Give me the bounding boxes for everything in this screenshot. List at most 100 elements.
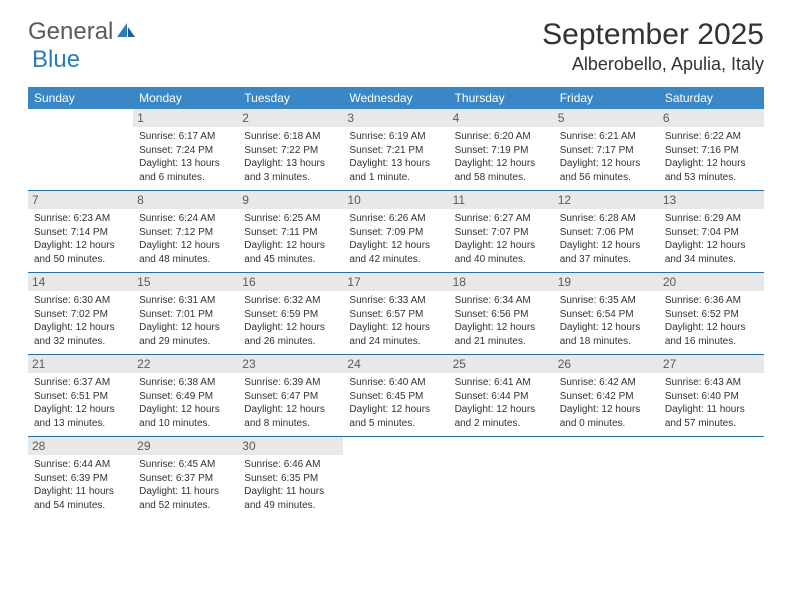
day-info: Sunrise: 6:29 AMSunset: 7:04 PMDaylight:… — [663, 212, 760, 266]
day-cell: 10 Sunrise: 6:26 AMSunset: 7:09 PMDayligh… — [343, 191, 448, 272]
day-number: 3 — [343, 109, 448, 127]
logo-text: General Blue — [28, 18, 137, 74]
dow-cell: Monday — [133, 87, 238, 109]
empty-cell — [28, 109, 133, 190]
empty-cell — [343, 437, 448, 518]
day-info: Sunrise: 6:33 AMSunset: 6:57 PMDaylight:… — [347, 294, 444, 348]
day-info: Sunrise: 6:28 AMSunset: 7:06 PMDaylight:… — [558, 212, 655, 266]
day-info: Sunrise: 6:32 AMSunset: 6:59 PMDaylight:… — [242, 294, 339, 348]
dow-cell: Saturday — [659, 87, 764, 109]
day-cell: 18 Sunrise: 6:34 AMSunset: 6:56 PMDayligh… — [449, 273, 554, 354]
day-info: Sunrise: 6:31 AMSunset: 7:01 PMDaylight:… — [137, 294, 234, 348]
day-number: 19 — [554, 273, 659, 291]
day-number: 13 — [659, 191, 764, 209]
day-cell: 15 Sunrise: 6:31 AMSunset: 7:01 PMDayligh… — [133, 273, 238, 354]
logo-sail-icon — [115, 21, 137, 44]
day-cell: 17 Sunrise: 6:33 AMSunset: 6:57 PMDayligh… — [343, 273, 448, 354]
day-number: 25 — [449, 355, 554, 373]
logo-text-general: General — [28, 18, 113, 45]
week-row: 21 Sunrise: 6:37 AMSunset: 6:51 PMDayligh… — [28, 355, 764, 437]
empty-cell — [449, 437, 554, 518]
location: Alberobello, Apulia, Italy — [542, 54, 764, 75]
day-cell: 28Sunrise: 6:44 AMSunset: 6:39 PMDayligh… — [28, 437, 133, 518]
day-number: 12 — [554, 191, 659, 209]
day-info: Sunrise: 6:17 AMSunset: 7:24 PMDaylight:… — [137, 130, 234, 184]
day-cell: 7 Sunrise: 6:23 AMSunset: 7:14 PMDaylight… — [28, 191, 133, 272]
title-block: September 2025 Alberobello, Apulia, Ital… — [542, 18, 764, 75]
day-number: 9 — [238, 191, 343, 209]
day-cell: 23 Sunrise: 6:39 AMSunset: 6:47 PMDayligh… — [238, 355, 343, 436]
logo: General Blue — [28, 18, 137, 74]
day-number: 11 — [449, 191, 554, 209]
day-info: Sunrise: 6:38 AMSunset: 6:49 PMDaylight:… — [137, 376, 234, 430]
dow-cell: Friday — [554, 87, 659, 109]
day-number: 18 — [449, 273, 554, 291]
day-cell: 4Sunrise: 6:20 AMSunset: 7:19 PMDaylight… — [449, 109, 554, 190]
day-cell: 9 Sunrise: 6:25 AMSunset: 7:11 PMDaylight… — [238, 191, 343, 272]
day-number: 28 — [28, 437, 133, 455]
day-info: Sunrise: 6:25 AMSunset: 7:11 PMDaylight:… — [242, 212, 339, 266]
day-number: 6 — [659, 109, 764, 127]
week-row: 1 Sunrise: 6:17 AMSunset: 7:24 PMDaylight… — [28, 109, 764, 191]
week-row: 28Sunrise: 6:44 AMSunset: 6:39 PMDayligh… — [28, 437, 764, 518]
day-info: Sunrise: 6:19 AMSunset: 7:21 PMDaylight:… — [347, 130, 444, 184]
day-cell: 11 Sunrise: 6:27 AMSunset: 7:07 PMDayligh… — [449, 191, 554, 272]
day-number: 15 — [133, 273, 238, 291]
day-cell: 24Sunrise: 6:40 AMSunset: 6:45 PMDayligh… — [343, 355, 448, 436]
day-info: Sunrise: 6:26 AMSunset: 7:09 PMDaylight:… — [347, 212, 444, 266]
day-info: Sunrise: 6:36 AMSunset: 6:52 PMDaylight:… — [663, 294, 760, 348]
calendar-body: 1 Sunrise: 6:17 AMSunset: 7:24 PMDaylight… — [28, 109, 764, 518]
day-number: 5 — [554, 109, 659, 127]
day-info: Sunrise: 6:46 AMSunset: 6:35 PMDaylight:… — [242, 458, 339, 512]
empty-cell — [659, 437, 764, 518]
logo-text-blue: Blue — [32, 46, 80, 73]
day-cell: 21 Sunrise: 6:37 AMSunset: 6:51 PMDayligh… — [28, 355, 133, 436]
day-info: Sunrise: 6:45 AMSunset: 6:37 PMDaylight:… — [137, 458, 234, 512]
dow-cell: Wednesday — [343, 87, 448, 109]
day-cell: 5 Sunrise: 6:21 AMSunset: 7:17 PMDaylight… — [554, 109, 659, 190]
day-info: Sunrise: 6:30 AMSunset: 7:02 PMDaylight:… — [32, 294, 129, 348]
days-of-week-header: SundayMondayTuesdayWednesdayThursdayFrid… — [28, 87, 764, 109]
calendar: SundayMondayTuesdayWednesdayThursdayFrid… — [28, 87, 764, 518]
day-number: 10 — [343, 191, 448, 209]
day-cell: 20 Sunrise: 6:36 AMSunset: 6:52 PMDayligh… — [659, 273, 764, 354]
day-number: 20 — [659, 273, 764, 291]
day-number: 7 — [28, 191, 133, 209]
day-number: 2 — [238, 109, 343, 127]
day-cell: 12 Sunrise: 6:28 AMSunset: 7:06 PMDayligh… — [554, 191, 659, 272]
day-number: 16 — [238, 273, 343, 291]
day-info: Sunrise: 6:22 AMSunset: 7:16 PMDaylight:… — [663, 130, 760, 184]
day-info: Sunrise: 6:41 AMSunset: 6:44 PMDaylight:… — [453, 376, 550, 430]
header: General Blue September 2025 Alberobello,… — [0, 0, 792, 83]
day-info: Sunrise: 6:27 AMSunset: 7:07 PMDaylight:… — [453, 212, 550, 266]
week-row: 14Sunrise: 6:30 AMSunset: 7:02 PMDayligh… — [28, 273, 764, 355]
day-cell: 29 Sunrise: 6:45 AMSunset: 6:37 PMDayligh… — [133, 437, 238, 518]
day-number: 21 — [28, 355, 133, 373]
day-cell: 19Sunrise: 6:35 AMSunset: 6:54 PMDayligh… — [554, 273, 659, 354]
day-cell: 2Sunrise: 6:18 AMSunset: 7:22 PMDaylight… — [238, 109, 343, 190]
day-number: 17 — [343, 273, 448, 291]
day-cell: 26Sunrise: 6:42 AMSunset: 6:42 PMDayligh… — [554, 355, 659, 436]
day-number: 23 — [238, 355, 343, 373]
day-number: 1 — [133, 109, 238, 127]
day-info: Sunrise: 6:34 AMSunset: 6:56 PMDaylight:… — [453, 294, 550, 348]
day-info: Sunrise: 6:39 AMSunset: 6:47 PMDaylight:… — [242, 376, 339, 430]
day-number: 27 — [659, 355, 764, 373]
day-cell: 8 Sunrise: 6:24 AMSunset: 7:12 PMDaylight… — [133, 191, 238, 272]
day-number: 29 — [133, 437, 238, 455]
day-cell: 27 Sunrise: 6:43 AMSunset: 6:40 PMDayligh… — [659, 355, 764, 436]
month-title: September 2025 — [542, 18, 764, 52]
day-info: Sunrise: 6:24 AMSunset: 7:12 PMDaylight:… — [137, 212, 234, 266]
day-info: Sunrise: 6:43 AMSunset: 6:40 PMDaylight:… — [663, 376, 760, 430]
day-number: 8 — [133, 191, 238, 209]
week-row: 7 Sunrise: 6:23 AMSunset: 7:14 PMDaylight… — [28, 191, 764, 273]
dow-cell: Tuesday — [238, 87, 343, 109]
day-number: 24 — [343, 355, 448, 373]
day-number: 22 — [133, 355, 238, 373]
empty-cell — [554, 437, 659, 518]
day-number: 4 — [449, 109, 554, 127]
day-info: Sunrise: 6:37 AMSunset: 6:51 PMDaylight:… — [32, 376, 129, 430]
day-info: Sunrise: 6:21 AMSunset: 7:17 PMDaylight:… — [558, 130, 655, 184]
day-info: Sunrise: 6:23 AMSunset: 7:14 PMDaylight:… — [32, 212, 129, 266]
day-cell: 22 Sunrise: 6:38 AMSunset: 6:49 PMDayligh… — [133, 355, 238, 436]
